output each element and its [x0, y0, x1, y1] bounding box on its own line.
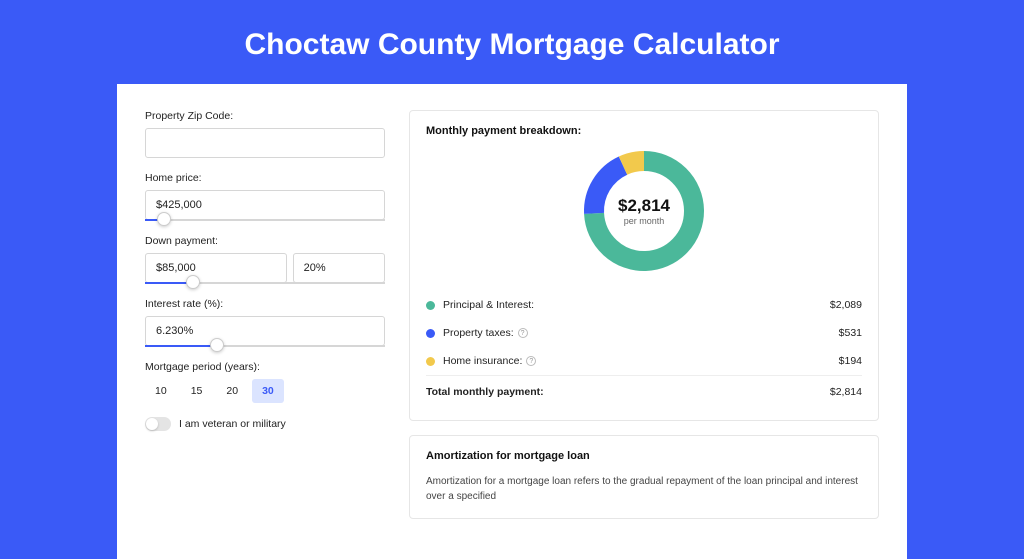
period-label: Mortgage period (years):: [145, 361, 385, 373]
veteran-toggle[interactable]: [145, 417, 171, 431]
interest-rate-input[interactable]: [145, 316, 385, 346]
legend-dot: [426, 301, 435, 310]
calculator-card: Property Zip Code: Home price: Down paym…: [117, 84, 907, 559]
form-column: Property Zip Code: Home price: Down paym…: [145, 110, 385, 533]
veteran-label: I am veteran or military: [179, 418, 286, 430]
total-label: Total monthly payment:: [426, 386, 830, 398]
interest-rate-slider[interactable]: [145, 345, 385, 347]
legend-value: $194: [839, 355, 862, 367]
amortization-panel: Amortization for mortgage loan Amortizat…: [409, 435, 879, 519]
period-field: Mortgage period (years): 10152030: [145, 361, 385, 403]
period-option-20[interactable]: 20: [216, 379, 248, 403]
period-option-30[interactable]: 30: [252, 379, 284, 403]
info-icon[interactable]: ?: [518, 328, 528, 338]
home-price-input[interactable]: [145, 190, 385, 220]
interest-rate-slider-thumb[interactable]: [210, 338, 224, 352]
legend-value: $531: [839, 327, 862, 339]
down-payment-percent-input[interactable]: [293, 253, 385, 283]
down-payment-amount-input[interactable]: [145, 253, 287, 283]
veteran-row: I am veteran or military: [145, 417, 385, 431]
home-price-slider[interactable]: [145, 219, 385, 221]
donut-center: $2,814 per month: [618, 196, 670, 226]
legend-dot: [426, 329, 435, 338]
legend-row: Property taxes: ?$531: [426, 319, 862, 347]
down-payment-label: Down payment:: [145, 235, 385, 247]
interest-rate-label: Interest rate (%):: [145, 298, 385, 310]
period-option-15[interactable]: 15: [181, 379, 213, 403]
donut-sub: per month: [618, 216, 670, 226]
legend-label: Home insurance: ?: [443, 355, 839, 367]
amortization-text: Amortization for a mortgage loan refers …: [426, 474, 862, 504]
down-payment-field: Down payment:: [145, 235, 385, 284]
home-price-slider-thumb[interactable]: [157, 212, 171, 226]
zip-label: Property Zip Code:: [145, 110, 385, 122]
amortization-title: Amortization for mortgage loan: [426, 450, 862, 462]
legend-dot: [426, 357, 435, 366]
results-column: Monthly payment breakdown: $2,814 per mo…: [409, 110, 879, 533]
legend-label: Property taxes: ?: [443, 327, 839, 339]
breakdown-panel: Monthly payment breakdown: $2,814 per mo…: [409, 110, 879, 421]
total-value: $2,814: [830, 386, 862, 398]
home-price-label: Home price:: [145, 172, 385, 184]
breakdown-title: Monthly payment breakdown:: [426, 125, 862, 137]
zip-input[interactable]: [145, 128, 385, 158]
donut-chart: $2,814 per month: [426, 149, 862, 273]
donut-amount: $2,814: [618, 196, 670, 216]
home-price-field: Home price:: [145, 172, 385, 221]
total-row: Total monthly payment: $2,814: [426, 375, 862, 406]
legend-row: Principal & Interest:$2,089: [426, 291, 862, 319]
legend-value: $2,089: [830, 299, 862, 311]
donut-segment-ins: [623, 161, 644, 166]
page-title: Choctaw County Mortgage Calculator: [0, 0, 1024, 84]
down-payment-slider-thumb[interactable]: [186, 275, 200, 289]
period-option-10[interactable]: 10: [145, 379, 177, 403]
interest-rate-field: Interest rate (%):: [145, 298, 385, 347]
legend-row: Home insurance: ?$194: [426, 347, 862, 375]
zip-field: Property Zip Code:: [145, 110, 385, 158]
legend-label: Principal & Interest:: [443, 299, 830, 311]
down-payment-slider[interactable]: [145, 282, 385, 284]
info-icon[interactable]: ?: [526, 356, 536, 366]
